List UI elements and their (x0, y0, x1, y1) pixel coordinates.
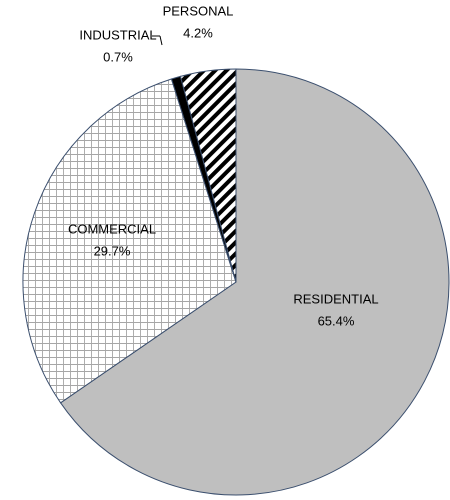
slice-label: PERSONAL (163, 3, 234, 18)
pie-slice (59, 68, 450, 496)
pie-slice (22, 78, 237, 404)
pie-slice (179, 68, 237, 283)
slice-value-label: 0.7% (103, 49, 133, 64)
pie (22, 68, 450, 496)
slice-value-label: 4.2% (183, 25, 213, 40)
slice-value-label: 65.4% (318, 313, 355, 328)
slice-value-label: 29.7% (94, 243, 131, 258)
slice-label: RESIDENTIAL (293, 291, 378, 306)
slice-label: COMMERCIAL (68, 221, 156, 236)
leader-line (159, 35, 163, 46)
slice-label: INDUSTRIAL (79, 27, 156, 42)
